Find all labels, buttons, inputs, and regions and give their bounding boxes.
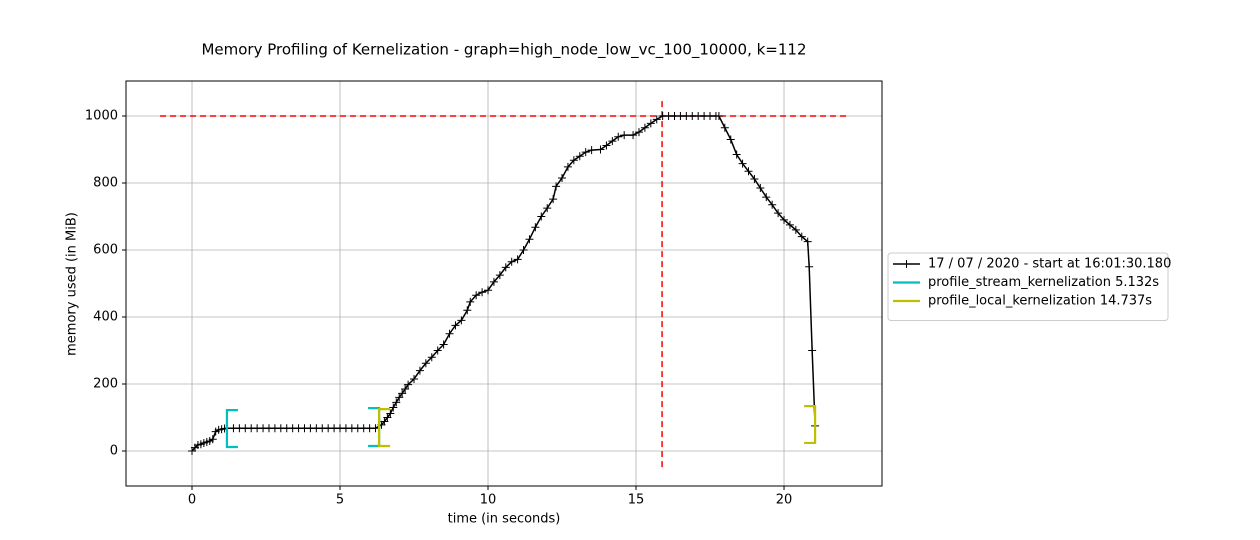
x-axis-label: time (in seconds)	[448, 512, 561, 527]
point-marker	[563, 162, 572, 171]
point-marker	[629, 131, 638, 140]
point-marker	[780, 215, 789, 224]
point-marker	[552, 182, 561, 191]
x-tick-label: 10	[480, 493, 497, 508]
legend-marker	[902, 260, 911, 268]
point-marker	[805, 262, 814, 271]
point-marker	[513, 255, 522, 264]
point-marker	[495, 271, 504, 280]
y-tick-label: 200	[93, 376, 118, 391]
point-marker	[395, 393, 404, 402]
y-tick-label: 0	[110, 443, 118, 458]
point-marker	[484, 286, 493, 295]
point-marker	[501, 263, 510, 272]
x-tick-label: 15	[628, 493, 645, 508]
point-marker	[750, 174, 759, 183]
point-marker	[525, 235, 534, 244]
point-marker	[410, 374, 419, 383]
point-marker	[478, 288, 487, 297]
point-marker	[808, 346, 817, 355]
point-marker	[744, 167, 753, 176]
point-marker	[738, 159, 747, 168]
point-marker	[457, 316, 466, 325]
point-marker	[507, 257, 516, 266]
point-marker	[537, 212, 546, 221]
point-marker	[380, 417, 389, 426]
point-marker	[466, 297, 475, 306]
y-tick-label: 600	[93, 243, 118, 258]
point-marker	[392, 398, 401, 407]
point-marker	[386, 409, 395, 418]
x-tick-label: 0	[188, 493, 196, 508]
function-end-bracket	[804, 405, 817, 445]
point-marker	[640, 123, 649, 132]
x-tick-label: 20	[776, 493, 793, 508]
point-marker	[575, 152, 584, 161]
point-marker	[519, 246, 528, 255]
point-marker	[445, 329, 454, 338]
point-marker	[208, 435, 217, 444]
point-marker	[489, 277, 498, 286]
chart-title: Memory Profiling of Kernelization - grap…	[201, 41, 806, 60]
point-marker	[774, 209, 783, 218]
point-marker	[587, 146, 596, 155]
point-marker	[620, 131, 629, 140]
point-marker	[421, 359, 430, 368]
point-marker	[558, 173, 567, 182]
point-marker	[762, 193, 771, 202]
point-marker	[401, 385, 410, 394]
point-marker	[614, 132, 623, 141]
plot-frame	[125, 80, 883, 487]
point-marker	[569, 156, 578, 165]
legend-label: 17 / 07 / 2020 - start at 16:01:30.180	[928, 257, 1171, 272]
point-marker	[472, 291, 481, 300]
y-tick-label: 1000	[85, 109, 118, 124]
legend-label: profile_stream_kernelization 5.132s	[928, 275, 1159, 290]
point-marker	[415, 366, 424, 375]
point-marker	[714, 112, 723, 121]
x-tick-label: 5	[336, 493, 344, 508]
point-marker	[596, 145, 605, 154]
legend-box	[887, 252, 1169, 321]
function-start-bracket	[225, 409, 238, 449]
point-marker	[398, 389, 407, 398]
y-axis-label: memory used (in MiB)	[65, 212, 80, 356]
point-marker	[404, 380, 413, 389]
function-start-bracket	[377, 408, 391, 448]
point-marker	[803, 237, 812, 246]
point-marker	[427, 353, 436, 362]
y-tick-label: 400	[93, 309, 118, 324]
point-marker	[463, 306, 472, 315]
point-marker	[433, 346, 442, 355]
memory-line	[191, 115, 816, 452]
point-marker	[549, 195, 558, 204]
point-marker	[726, 135, 735, 144]
point-marker	[646, 119, 655, 128]
point-marker	[634, 128, 643, 137]
point-marker	[785, 220, 794, 229]
point-marker	[581, 148, 590, 157]
legend-label: profile_local_kernelization 14.737s	[928, 294, 1152, 309]
point-marker	[383, 413, 392, 422]
point-marker	[756, 184, 765, 193]
point-marker	[543, 204, 552, 213]
point-marker	[608, 137, 617, 146]
point-marker	[389, 403, 398, 412]
point-marker	[531, 223, 540, 232]
point-marker	[652, 115, 661, 124]
point-marker	[602, 141, 611, 150]
point-marker	[768, 200, 777, 209]
point-marker	[451, 321, 460, 330]
y-tick-label: 800	[93, 176, 118, 191]
point-marker	[791, 225, 800, 234]
point-marker	[720, 123, 729, 132]
point-marker	[439, 340, 448, 349]
point-marker	[797, 232, 806, 241]
point-marker	[732, 150, 741, 159]
